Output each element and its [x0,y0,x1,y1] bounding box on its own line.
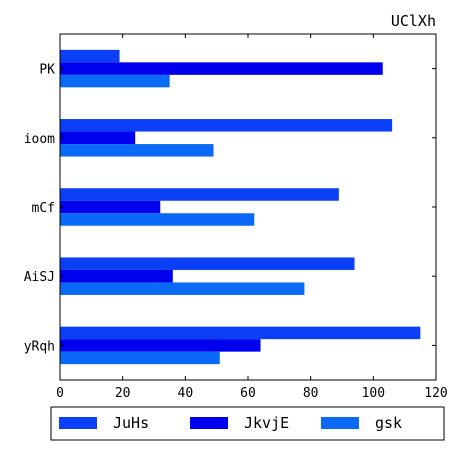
bar-JuHs-AiSJ [60,257,355,270]
legend-box [50,406,445,441]
bar-JuHs-mCf [60,188,339,201]
bar-JkvjE-yRqh [60,339,261,352]
legend-swatch-JuHs [59,417,97,429]
y-axis: PK ioom mCf AiSJ yRqh [24,63,436,354]
bar-JkvjE-AiSJ [60,269,173,283]
legend-label-gsk: gsk [375,414,402,432]
bar-JuHs-ioom [60,119,393,132]
x-tick-label-100: 100 [362,386,385,401]
y-tick-label-AiSJ: AiSJ [24,270,55,285]
x-tick-label-40: 40 [178,386,194,401]
x-tick-label-0: 0 [56,386,64,401]
y-tick-label-PK: PK [39,63,55,78]
bar-gsk-yRqh [60,351,220,365]
legend-label-JuHs: JuHs [113,414,149,432]
bar-JkvjE-mCf [60,200,161,214]
x-tick-label-20: 20 [115,386,131,401]
bar-JkvjE-PK [60,62,383,75]
legend-swatch-JkvjE [190,417,228,429]
x-tick-label-80: 80 [303,386,319,401]
bar-JuHs-PK [60,49,120,63]
chart-title: UClXh [391,12,436,30]
x-axis: 0 20 40 60 80 100 120 [56,34,448,401]
legend-label-JkvjE: JkvjE [244,414,289,432]
bar-JkvjE-ioom [60,131,136,145]
x-tick-label-120: 120 [424,386,447,401]
bar-gsk-mCf [60,213,255,226]
y-tick-label-mCf: mCf [32,201,55,216]
x-tick-label-60: 60 [240,386,256,401]
bar-gsk-AiSJ [60,282,305,295]
bar-gsk-ioom [60,144,214,157]
legend-swatch-gsk [321,417,359,429]
bar-gsk-PK [60,74,170,88]
bars-layer [60,49,421,365]
bar-JuHs-yRqh [60,326,421,340]
legend: JuHs JkvjE gsk [50,406,445,441]
y-tick-label-ioom: ioom [24,132,55,147]
y-tick-label-yRqh: yRqh [24,339,55,354]
